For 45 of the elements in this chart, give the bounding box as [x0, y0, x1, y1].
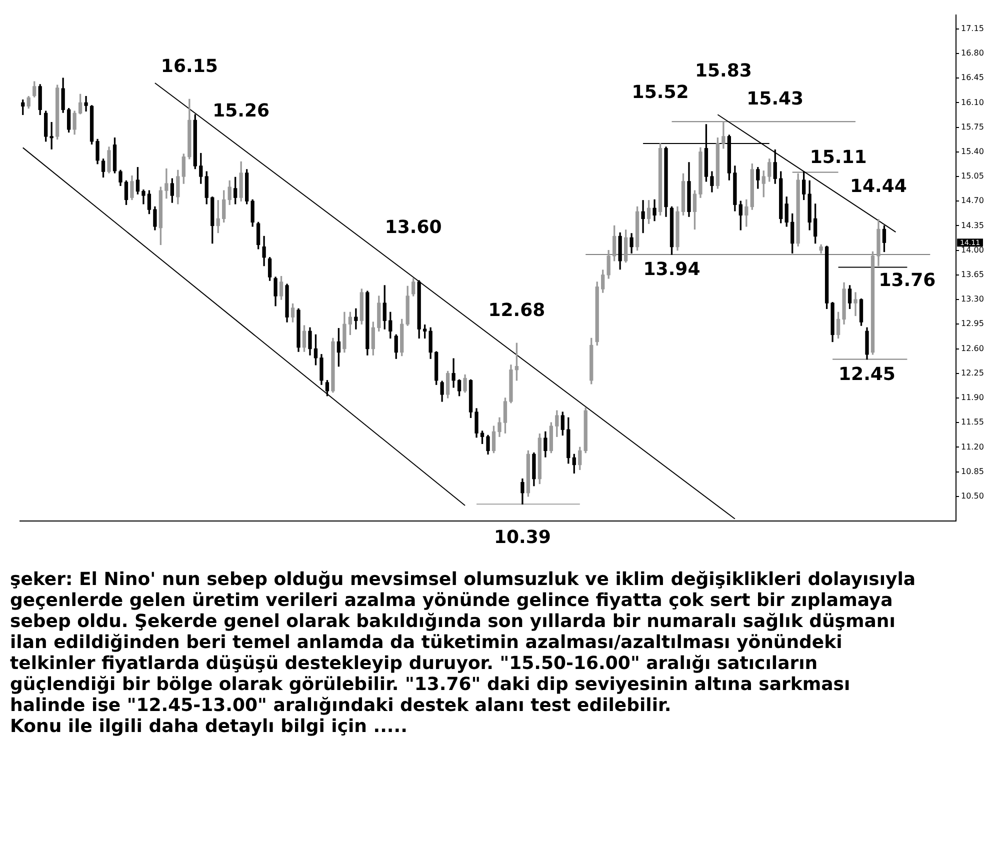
y-tick-label: 14.00: [961, 245, 984, 254]
text: ilan edildiğinden beri temel anlamda da tüketimin azalması/azaltılması yönündeki: [10, 632, 842, 653]
y-tick-label: 13.30: [961, 294, 984, 304]
annotation: 12.68: [488, 300, 546, 321]
annotation: 13.60: [384, 217, 442, 238]
y-tick-label: 10.50: [961, 491, 984, 500]
text: sebep oldu. Şekerde genel olarak bakıldığında son yıllarda bir numaralı sağlık düşmanı: [10, 611, 896, 632]
y-tick-label: 10.85: [961, 466, 984, 476]
y-tick-label: 12.25: [961, 368, 984, 378]
y-tick-label: 12.95: [961, 319, 984, 328]
annotation: 12.45: [838, 364, 896, 385]
candlestick: [354, 308, 358, 330]
y-tick-label: 11.20: [961, 442, 984, 452]
annotation: 15.43: [746, 88, 804, 110]
y-tick-label: 16.10: [961, 98, 984, 107]
annotation: 14.44: [850, 176, 907, 198]
text: halinde ise "12.45-13.00" aralığındaki destek alanı test edilebilir.: [10, 695, 672, 716]
y-tick-label: 13.65: [961, 270, 984, 280]
y-tick-label: 14.70: [961, 196, 984, 206]
text: şeker: El Nino' nun sebep olduğu mevsimsel olumsuzluk ve iklim değişiklikleri dolayısıyla: [10, 569, 916, 590]
y-tick-label: 15.75: [961, 122, 984, 132]
annotation: 15.26: [212, 100, 270, 122]
text: güçlendiği bir bölge olarak görülebilir. "13.76" daki dip seviyesinin altına sarkması: [10, 674, 850, 695]
candlestick: [854, 292, 858, 316]
y-tick-label: 16.80: [961, 48, 984, 58]
y-tick-label: 15.05: [961, 172, 984, 181]
y-tick-label: 14.35: [961, 220, 984, 230]
annotation: 13.76: [878, 270, 936, 291]
text: geçenlerde gelen üretim verileri azalma yönünde gelince fiyatta çok sert bir zıplamaya: [10, 590, 893, 611]
text: Konu ile ilgili daha detaylı bilgi için .....: [10, 716, 408, 737]
y-tick-label: 17.15: [961, 24, 984, 33]
annotation: 15.11: [810, 146, 867, 168]
annotation: 15.83: [694, 60, 752, 82]
text: telkinler fiyatlarda düşüşü destekleyip duruyor. "15.50-16.00" aralığı satıcıların: [10, 653, 818, 674]
candlestick: [641, 200, 645, 234]
annotation: 15.52: [632, 82, 689, 104]
annotation: 16.15: [160, 56, 218, 77]
annotation: 13.94: [643, 259, 700, 280]
y-tick-label: 15.40: [961, 146, 984, 156]
annotation: 10.39: [494, 526, 551, 548]
y-tick-label: 16.45: [961, 73, 984, 82]
candlestick: [84, 96, 88, 112]
y-tick-label: 11.90: [961, 393, 984, 402]
y-tick-label: 11.55: [961, 418, 984, 427]
y-tick-label: 12.60: [961, 344, 984, 353]
